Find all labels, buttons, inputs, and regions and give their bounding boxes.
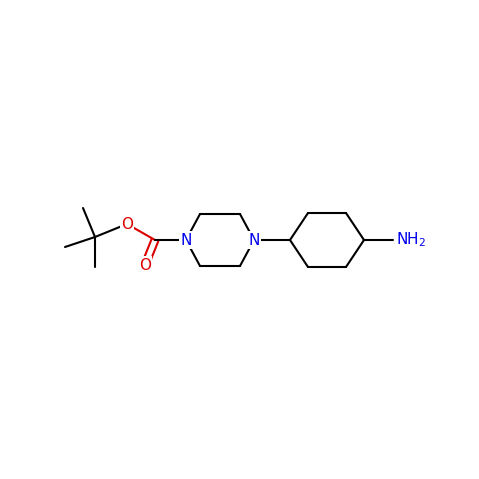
Text: NH$_2$: NH$_2$ [396,231,426,250]
Text: O: O [121,217,133,231]
Text: N: N [180,232,192,248]
Text: O: O [139,258,151,273]
Text: N: N [248,232,260,248]
